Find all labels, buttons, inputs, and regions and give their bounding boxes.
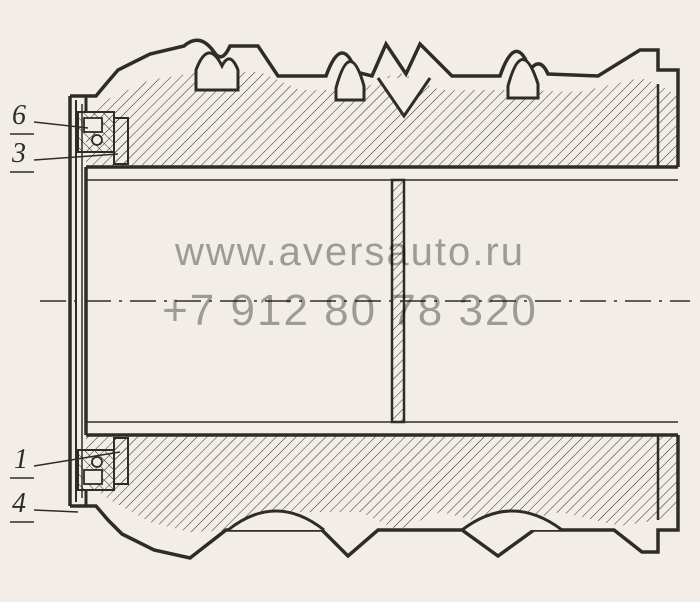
callout-3: 3 [12, 138, 26, 170]
top-boss-1 [196, 53, 238, 90]
callout-4: 4 [12, 488, 26, 520]
callout-1: 1 [14, 444, 28, 476]
flange-step-bot [70, 490, 86, 506]
callout-6: 6 [12, 100, 26, 132]
section-lower [86, 435, 678, 532]
flange-step-top [70, 96, 86, 112]
diagram-stage: 6 3 1 4 www.aversauto.ru +7 912 80 78 32… [0, 0, 700, 602]
technical-drawing [0, 0, 700, 602]
top-boss-2 [336, 61, 364, 100]
